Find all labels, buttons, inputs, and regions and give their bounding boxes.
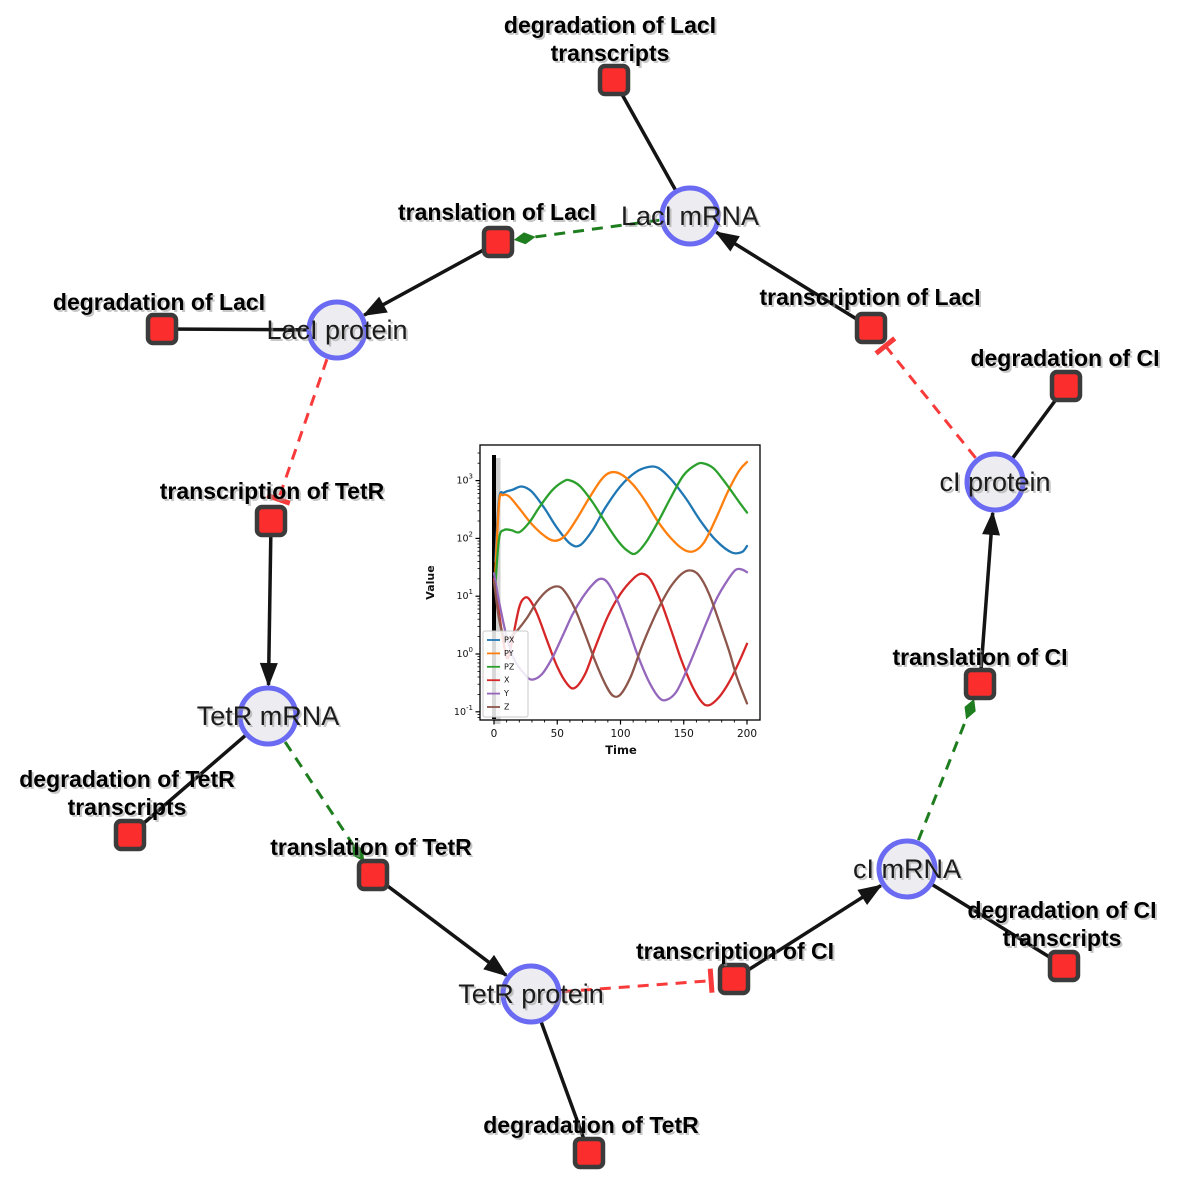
edge-modifier-tetr-mrna-transl-tetr bbox=[283, 741, 365, 862]
reaction-label-transl-tetr-shadow: translation of TetR bbox=[272, 836, 474, 862]
edge-production-txn-tetr-tetr-mrna bbox=[259, 522, 278, 687]
y-axis-title: Value bbox=[424, 565, 437, 599]
reaction-node-deg-laci bbox=[145, 312, 179, 346]
reaction-label-deg-tetr-shadow: degradation of TetR bbox=[485, 1114, 701, 1140]
reaction-label-deg-ci-tx-shadow: degradation of CI transcripts bbox=[969, 899, 1158, 953]
nodes-layer bbox=[113, 63, 1083, 1170]
reaction-label-deg-ci-tx: degradation of CI transcripts bbox=[967, 897, 1156, 951]
edge-modifier-ci-mrna-transl-ci bbox=[917, 698, 976, 841]
reaction-label-txn-tetr: transcription of TetR bbox=[160, 478, 385, 504]
reaction-node-txn-tetr bbox=[254, 504, 288, 538]
reaction-node-deg-ci-tx bbox=[1047, 949, 1081, 983]
species-label-laci-protein-shadow: LacI protein bbox=[268, 317, 409, 347]
edge-inhibition-laci-protein-txn-tetr bbox=[266, 358, 329, 506]
reaction-label-txn-laci-shadow: transcription of LacI bbox=[761, 286, 982, 312]
reaction-label-deg-ci: degradation of CI bbox=[970, 345, 1159, 371]
reaction-node-txn-ci bbox=[717, 962, 751, 996]
reaction-label-transl-tetr: translation of TetR bbox=[270, 834, 472, 860]
reaction-node-transl-laci bbox=[481, 225, 515, 259]
species-label-ci-mrna-shadow: cI mRNA bbox=[855, 856, 963, 886]
legend-label-PZ: PZ bbox=[504, 662, 515, 671]
legend-label-Y: Y bbox=[503, 689, 509, 698]
reaction-label-deg-tetr-tx-shadow: degradation of TetR transcripts bbox=[21, 768, 237, 822]
species-label-ci-protein: cI protein bbox=[939, 467, 1050, 497]
species-label-tetr-mrna: TetR mRNA bbox=[197, 701, 340, 731]
species-node-tetr-mrna bbox=[237, 685, 299, 747]
species-label-ci-protein-shadow: cI protein bbox=[941, 469, 1052, 499]
reaction-label-txn-laci: transcription of LacI bbox=[759, 284, 980, 310]
species-node-ci-mrna bbox=[876, 838, 938, 900]
reaction-node-deg-ci bbox=[1049, 369, 1083, 403]
reaction-node-deg-tetr bbox=[572, 1136, 606, 1170]
reaction-label-deg-tetr-tx: degradation of TetR transcripts bbox=[19, 766, 235, 820]
edge-production-transl-laci-laci-protein bbox=[362, 241, 498, 317]
x-tick-label: 150 bbox=[674, 728, 694, 740]
y-tick-label: 101 bbox=[456, 588, 473, 602]
series-line-Y bbox=[492, 567, 749, 702]
labels-layer: degradation of LacI transcripts degradatio… bbox=[19, 12, 1161, 1140]
series-line-PZ bbox=[494, 461, 749, 588]
legend-label-Z: Z bbox=[504, 703, 510, 712]
reaction-node-txn-laci bbox=[854, 311, 888, 345]
x-tick-label: 50 bbox=[551, 728, 564, 740]
legend-label-X: X bbox=[504, 676, 510, 685]
species-node-laci-mrna bbox=[659, 185, 721, 247]
x-tick-label: 0 bbox=[491, 728, 498, 740]
species-label-laci-protein: LacI protein bbox=[266, 315, 407, 345]
series-line-PX bbox=[494, 465, 749, 563]
edge-inhibition-ci-protein-txn-laci bbox=[874, 336, 977, 459]
x-tick-label: 200 bbox=[737, 728, 757, 740]
edge-modifier-laci-mrna-transl-laci bbox=[513, 218, 660, 245]
x-tick-label: 100 bbox=[610, 728, 630, 740]
edge-production-txn-ci-ci-mrna bbox=[734, 884, 883, 980]
inset-timecourse-chart: 0 50 100 150 200 10-1 100 101 102 103 Time Value PX P… bbox=[424, 444, 761, 757]
species-label-tetr-mrna-shadow: TetR mRNA bbox=[199, 703, 342, 733]
reaction-label-deg-laci-tx: degradation of LacI transcripts bbox=[504, 12, 716, 66]
legend-label-PX: PX bbox=[504, 636, 515, 645]
edge-inhibition-tetr-protein-txn-ci bbox=[561, 968, 715, 994]
species-node-tetr-protein bbox=[500, 963, 562, 1025]
species-label-laci-mrna: LacI mRNA bbox=[621, 201, 759, 231]
reaction-label-deg-laci-tx-shadow: degradation of LacI transcripts bbox=[506, 14, 718, 68]
edge-consumption-ci-mrna-deg-ci-tx bbox=[906, 867, 1065, 968]
edge-production-transl-tetr-tetr-protein bbox=[373, 874, 508, 977]
y-tick-label: 102 bbox=[456, 530, 473, 544]
y-tick-label: 10-1 bbox=[454, 704, 473, 718]
species-label-tetr-protein: TetR protein bbox=[458, 979, 604, 1009]
reaction-label-deg-tetr: degradation of TetR bbox=[483, 1112, 699, 1138]
reaction-label-transl-ci-shadow: translation of CI bbox=[894, 646, 1069, 672]
reaction-label-txn-tetr-shadow: transcription of TetR bbox=[162, 480, 387, 506]
reaction-node-transl-tetr bbox=[356, 858, 390, 892]
reaction-label-transl-laci: translation of LacI bbox=[398, 199, 596, 225]
reaction-label-txn-ci-shadow: transcription of CI bbox=[638, 940, 836, 966]
reaction-label-transl-laci-shadow: translation of LacI bbox=[400, 201, 598, 227]
reaction-label-transl-ci: translation of CI bbox=[892, 644, 1067, 670]
species-node-laci-protein bbox=[306, 299, 368, 361]
reaction-label-deg-laci: degradation of LacI bbox=[53, 289, 265, 315]
legend-label-PY: PY bbox=[504, 649, 514, 658]
series-line-X bbox=[492, 572, 749, 707]
species-node-ci-protein bbox=[964, 451, 1026, 513]
reaction-label-deg-laci-shadow: degradation of LacI bbox=[55, 291, 267, 317]
series-line-PY bbox=[494, 460, 749, 575]
edge-production-txn-laci-laci-mrna bbox=[714, 230, 871, 329]
reaction-label-deg-ci-shadow: degradation of CI bbox=[972, 347, 1161, 373]
species-label-ci-mrna: cI mRNA bbox=[853, 854, 961, 884]
species-label-tetr-protein-shadow: TetR protein bbox=[460, 981, 606, 1011]
edge-production-transl-ci-ci-protein bbox=[978, 510, 1001, 683]
y-tick-label: 103 bbox=[456, 473, 473, 487]
reaction-node-deg-tetr-tx bbox=[113, 818, 147, 852]
reaction-node-deg-laci-tx bbox=[597, 63, 631, 97]
series-line-Z bbox=[492, 569, 749, 705]
x-axis-title: Time bbox=[605, 743, 637, 757]
reaction-label-txn-ci: transcription of CI bbox=[636, 938, 834, 964]
reaction-node-transl-ci bbox=[963, 667, 997, 701]
y-tick-label: 100 bbox=[456, 646, 473, 660]
species-label-laci-mrna-shadow: LacI mRNA bbox=[623, 203, 761, 233]
